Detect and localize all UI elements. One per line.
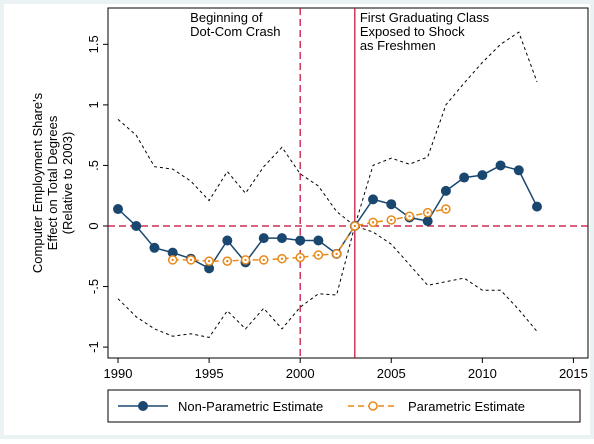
legend-label: Parametric Estimate xyxy=(408,399,525,414)
y-tick-label: -.5 xyxy=(86,279,101,294)
marker xyxy=(295,235,306,246)
marker xyxy=(276,233,287,244)
y-tick-label: -1 xyxy=(86,341,101,353)
marker xyxy=(149,242,160,253)
marker xyxy=(113,204,124,215)
marker-dot xyxy=(244,258,247,262)
marker-dot xyxy=(353,224,357,228)
y-tick-label: 0 xyxy=(86,222,101,229)
marker xyxy=(513,165,524,176)
legend-box xyxy=(107,389,581,423)
marker xyxy=(477,170,488,181)
annotation-text: Dot-Com Crash xyxy=(190,24,280,39)
annotation-text: Beginning of xyxy=(190,10,263,25)
confidence-bound xyxy=(117,31,538,227)
marker-dot xyxy=(317,253,320,257)
y-axis-title: Computer Employment Share's xyxy=(30,92,45,273)
y-axis-title: Effect on Total Degrees xyxy=(45,115,60,250)
marker xyxy=(459,172,470,183)
y-axis-title: (Relative to 2003) xyxy=(60,132,75,235)
x-tick-label: 2015 xyxy=(559,366,588,381)
x-tick-label: 2010 xyxy=(468,366,497,381)
marker-dot xyxy=(335,252,338,256)
marker-dot xyxy=(171,258,174,262)
marker xyxy=(495,160,506,171)
plot-area xyxy=(107,7,589,359)
legend-label: Non-Parametric Estimate xyxy=(178,399,323,414)
marker-dot xyxy=(390,218,393,222)
confidence-bound xyxy=(117,225,538,338)
y-tick-label: 1 xyxy=(86,101,101,108)
legend-marker xyxy=(368,401,378,411)
y-tick-label: .5 xyxy=(86,160,101,171)
marker xyxy=(313,235,324,246)
marker xyxy=(531,201,542,212)
y-tick-label: 1.5 xyxy=(86,35,101,53)
marker xyxy=(386,199,397,210)
marker-dot xyxy=(371,221,375,224)
x-tick-label: 1995 xyxy=(195,366,224,381)
x-tick-label: 2005 xyxy=(377,366,406,381)
marker xyxy=(131,220,142,231)
x-tick-label: 1990 xyxy=(104,366,133,381)
marker-dot xyxy=(298,256,302,259)
legend-marker xyxy=(138,401,148,411)
marker-dot xyxy=(280,257,284,260)
marker-dot xyxy=(207,259,211,263)
annotation-text: First Graduating Class xyxy=(360,10,490,25)
marker xyxy=(368,194,379,205)
marker-dot xyxy=(444,207,448,211)
marker-dot xyxy=(189,258,193,262)
series-line xyxy=(172,208,447,262)
marker-dot xyxy=(426,211,429,214)
marker-dot xyxy=(262,258,265,262)
marker xyxy=(440,185,451,196)
marker-dot xyxy=(408,215,411,218)
marker xyxy=(258,233,269,244)
annotation-text: Exposed to Shock xyxy=(360,24,465,39)
annotation-text: as Freshmen xyxy=(360,38,436,53)
x-tick-label: 2000 xyxy=(286,366,315,381)
marker xyxy=(222,235,233,246)
marker xyxy=(422,216,433,227)
marker-dot xyxy=(226,259,229,263)
